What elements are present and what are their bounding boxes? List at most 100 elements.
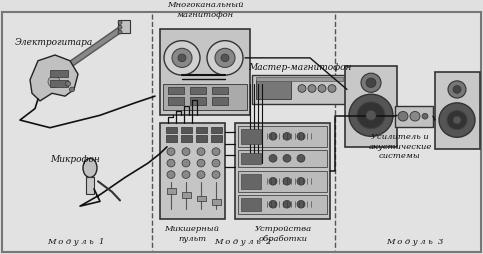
Circle shape xyxy=(172,49,192,68)
Text: М о д у л ь  1: М о д у л ь 1 xyxy=(47,237,105,245)
Circle shape xyxy=(328,85,336,93)
Circle shape xyxy=(453,86,461,94)
Circle shape xyxy=(447,111,467,130)
Circle shape xyxy=(118,22,122,25)
Circle shape xyxy=(318,85,326,93)
Text: Многоканальный
магнитофон: Многоканальный магнитофон xyxy=(167,2,243,19)
Circle shape xyxy=(197,171,205,179)
Bar xyxy=(168,87,184,95)
Circle shape xyxy=(197,148,205,156)
Circle shape xyxy=(269,155,277,163)
Bar xyxy=(238,171,327,192)
Bar xyxy=(211,136,222,142)
Bar xyxy=(238,195,327,214)
Bar xyxy=(50,71,68,78)
Polygon shape xyxy=(30,56,78,102)
Circle shape xyxy=(297,178,305,185)
Text: Микрофон: Микрофон xyxy=(50,154,100,163)
Circle shape xyxy=(167,171,175,179)
Circle shape xyxy=(439,103,475,138)
Bar xyxy=(241,153,261,164)
Circle shape xyxy=(366,111,376,121)
Bar xyxy=(190,87,206,95)
Circle shape xyxy=(269,133,277,141)
Circle shape xyxy=(283,155,291,163)
Circle shape xyxy=(297,201,305,208)
Circle shape xyxy=(283,133,291,141)
Circle shape xyxy=(70,88,74,92)
Bar xyxy=(190,98,206,105)
Circle shape xyxy=(167,148,175,156)
Text: Электрогитара: Электрогитара xyxy=(15,38,93,47)
Bar xyxy=(197,196,206,202)
Circle shape xyxy=(212,148,220,156)
Circle shape xyxy=(212,171,220,179)
Circle shape xyxy=(283,201,291,208)
Bar xyxy=(241,198,261,211)
Circle shape xyxy=(178,55,186,62)
Bar xyxy=(181,136,192,142)
Circle shape xyxy=(212,160,220,167)
Circle shape xyxy=(453,117,461,124)
Bar xyxy=(435,73,480,149)
Circle shape xyxy=(215,49,235,68)
Circle shape xyxy=(197,160,205,167)
Bar xyxy=(238,150,327,167)
Bar xyxy=(212,200,221,205)
Bar xyxy=(160,30,250,116)
Circle shape xyxy=(448,82,466,99)
Circle shape xyxy=(182,148,190,156)
Ellipse shape xyxy=(83,159,97,178)
Text: Усилитель и
акустические
системы: Усилитель и акустические системы xyxy=(369,133,432,159)
Bar xyxy=(196,136,207,142)
Circle shape xyxy=(167,160,175,167)
Bar xyxy=(168,98,184,105)
Bar xyxy=(212,98,228,105)
Circle shape xyxy=(349,95,393,137)
Circle shape xyxy=(221,55,229,62)
Circle shape xyxy=(182,171,190,179)
Bar xyxy=(163,84,247,111)
Circle shape xyxy=(366,79,376,88)
Circle shape xyxy=(118,31,122,35)
Circle shape xyxy=(48,77,60,88)
Circle shape xyxy=(164,41,200,76)
Bar xyxy=(166,136,177,142)
Circle shape xyxy=(361,74,381,93)
Bar xyxy=(212,87,228,95)
Bar xyxy=(182,192,191,198)
Circle shape xyxy=(410,112,420,122)
Circle shape xyxy=(422,114,428,120)
Text: Микшерный
пульт: Микшерный пульт xyxy=(165,225,219,242)
Text: М о д у л ь  2: М о д у л ь 2 xyxy=(214,237,271,245)
Circle shape xyxy=(297,133,305,141)
Circle shape xyxy=(269,201,277,208)
Bar xyxy=(241,174,261,189)
Bar xyxy=(241,129,261,145)
Bar xyxy=(238,126,327,147)
Bar xyxy=(256,81,291,100)
Bar xyxy=(167,188,176,194)
Circle shape xyxy=(269,178,277,185)
Bar xyxy=(252,76,347,104)
Circle shape xyxy=(283,178,291,185)
Bar xyxy=(181,127,192,134)
Circle shape xyxy=(66,82,71,87)
Bar xyxy=(50,81,68,87)
Circle shape xyxy=(118,26,122,30)
Circle shape xyxy=(398,112,408,122)
Circle shape xyxy=(207,41,243,76)
Circle shape xyxy=(308,85,316,93)
Bar xyxy=(211,127,222,134)
Bar xyxy=(256,78,343,82)
Bar xyxy=(196,127,207,134)
Text: Мастер-магнитофон: Мастер-магнитофон xyxy=(248,63,352,72)
Bar xyxy=(395,106,433,127)
Text: Устройства
обработки: Устройства обработки xyxy=(255,225,312,242)
Bar xyxy=(86,177,94,194)
Circle shape xyxy=(298,85,306,93)
Circle shape xyxy=(297,155,305,163)
Bar xyxy=(235,123,330,219)
Text: М о д у л ь  3: М о д у л ь 3 xyxy=(386,237,444,245)
Bar xyxy=(118,21,130,34)
